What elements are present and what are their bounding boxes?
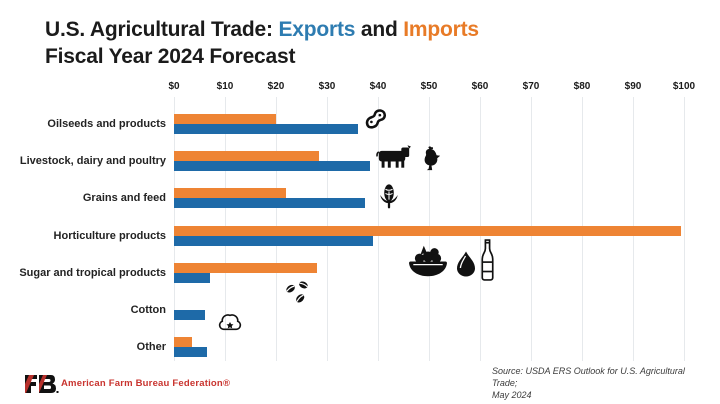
source-line-2: May 2024 — [492, 390, 532, 400]
category-label: Livestock, dairy and poultry — [19, 155, 166, 168]
category-label: Grains and feed — [82, 192, 166, 205]
imports-bar — [174, 262, 317, 273]
axis-tick-label: $20 — [267, 81, 285, 92]
axis-tick-label: $100 — [672, 81, 696, 92]
imports-bar — [174, 225, 682, 236]
brand-name: American Farm Bureau Federation® — [61, 378, 231, 389]
cow-icon — [376, 144, 412, 170]
category-label: Sugar and tropical products — [19, 266, 166, 279]
exports-bar — [174, 235, 373, 246]
axis-tick-label: $80 — [573, 81, 591, 92]
axis-tick-label: $70 — [522, 81, 540, 92]
axis-tick-label: $40 — [369, 81, 387, 92]
exports-bar — [174, 161, 371, 172]
category-label: Other — [136, 341, 166, 354]
axis-tick-label: $10 — [216, 81, 234, 92]
imports-bar — [174, 114, 276, 124]
category-label: Oilseeds and products — [47, 118, 166, 130]
category-label: Cotton — [130, 304, 166, 316]
cotton-boll-icon — [217, 311, 243, 334]
source-text: Source: USDA ERS Outlook for U.S. Agricu… — [492, 365, 707, 401]
chart-title: U.S. Agricultural Trade: Exports and Imp… — [45, 16, 685, 70]
exports-bar — [174, 310, 205, 320]
axis-tick-label: $30 — [318, 81, 336, 92]
afbf-logo — [25, 375, 59, 393]
produce-basket-icon — [407, 243, 449, 280]
imports-bar — [174, 188, 287, 199]
source-line-1: Source: USDA ERS Outlook for U.S. Agricu… — [492, 366, 685, 388]
chicken-icon — [416, 145, 443, 173]
coffee-beans-icon — [282, 279, 312, 307]
imports-bar — [174, 151, 320, 162]
peanut-icon — [361, 105, 391, 134]
title-line-1: U.S. Agricultural Trade: Exports and Imp… — [45, 16, 685, 43]
title-imports-label: Imports — [403, 18, 479, 41]
imports-bar — [174, 337, 192, 348]
exports-bar — [174, 347, 208, 358]
axis-tick-label: $60 — [471, 81, 489, 92]
axis-tick-label: $0 — [168, 81, 180, 92]
bottle-icon — [478, 238, 497, 282]
corn-icon — [376, 182, 402, 211]
gridline — [684, 97, 685, 361]
title-prefix: U.S. Agricultural Trade: — [45, 18, 279, 41]
axis-tick-label: $90 — [624, 81, 642, 92]
axis-tick-label: $50 — [420, 81, 438, 92]
exports-bar — [174, 272, 210, 283]
category-label: Horticulture products — [53, 229, 166, 242]
exports-bar — [174, 124, 358, 134]
title-exports-label: Exports — [278, 18, 356, 41]
title-line-2: Fiscal Year 2024 Forecast — [45, 45, 296, 68]
exports-bar — [174, 198, 366, 209]
almond-icon — [455, 249, 477, 278]
title-and: and — [355, 18, 404, 41]
